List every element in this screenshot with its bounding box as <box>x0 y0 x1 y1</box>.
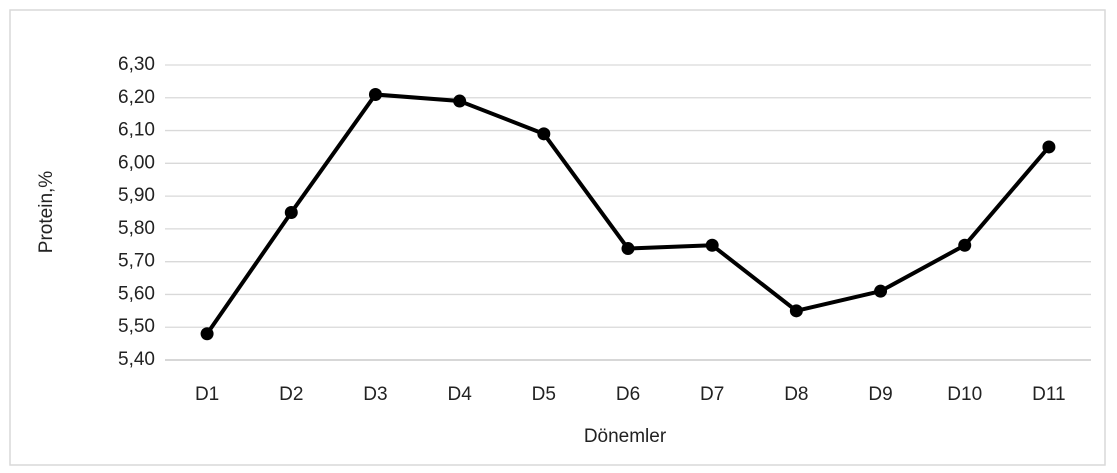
y-tick-label: 5,70 <box>118 251 155 272</box>
y-tick-label: 5,50 <box>118 316 155 337</box>
chart-frame <box>9 9 1106 466</box>
marker <box>705 238 719 252</box>
marker <box>284 206 298 219</box>
x-tick-label: D11 <box>1032 384 1065 405</box>
y-tick-label: 5,90 <box>118 185 155 206</box>
y-tick-label: 5,80 <box>118 218 155 239</box>
y-axis-label: Protein,% <box>36 171 57 253</box>
x-tick-label: D3 <box>363 384 387 405</box>
marker <box>537 127 551 141</box>
y-tick-label: 6,20 <box>118 87 155 108</box>
marker <box>1042 140 1056 154</box>
x-tick-label: D5 <box>532 384 556 405</box>
y-tick-label: 5,60 <box>118 283 155 304</box>
x-tick-label: D9 <box>868 384 892 405</box>
y-tick-label: 5,40 <box>118 349 155 370</box>
x-tick-label: D2 <box>279 384 303 405</box>
marker <box>200 327 214 341</box>
y-tick-label: 6,00 <box>118 152 155 173</box>
x-tick-label: D1 <box>195 384 219 405</box>
marker <box>789 304 803 318</box>
marker <box>368 88 382 101</box>
y-tick-label: 6,10 <box>118 120 155 141</box>
marker <box>958 238 972 252</box>
x-axis-label: Dönemler <box>584 426 667 447</box>
marker <box>874 284 888 298</box>
marker <box>621 242 635 256</box>
x-tick-label: D7 <box>700 384 724 405</box>
marker <box>453 94 467 108</box>
x-tick-label: D4 <box>447 384 472 405</box>
y-tick-label: 6,30 <box>118 54 155 75</box>
x-tick-label: D8 <box>784 384 808 405</box>
x-tick-label: D10 <box>947 384 982 405</box>
x-tick-label: D6 <box>616 384 640 405</box>
